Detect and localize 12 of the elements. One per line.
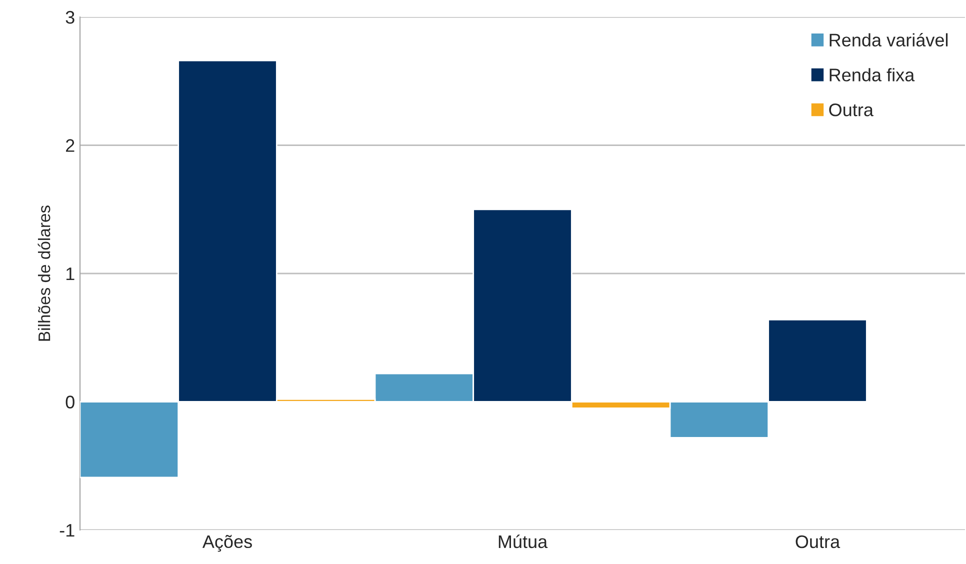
y-tick-label: 2	[66, 139, 74, 152]
x-tick-label: Outra	[796, 535, 840, 548]
x-tick-label: Ações	[202, 534, 252, 552]
legend-label: Renda fixa	[830, 68, 915, 82]
y-axis-title: Bilhões de dólares	[38, 206, 50, 341]
y-tick-label: -1	[60, 524, 74, 537]
y-tick-label: 0	[66, 396, 74, 408]
y-tick-label: 1	[66, 268, 74, 280]
legend-label: Renda variável	[830, 33, 948, 47]
legend-label: Outra	[829, 104, 874, 116]
y-tick-label: 3	[66, 10, 74, 24]
x-tick-label: Mútua	[498, 534, 548, 548]
